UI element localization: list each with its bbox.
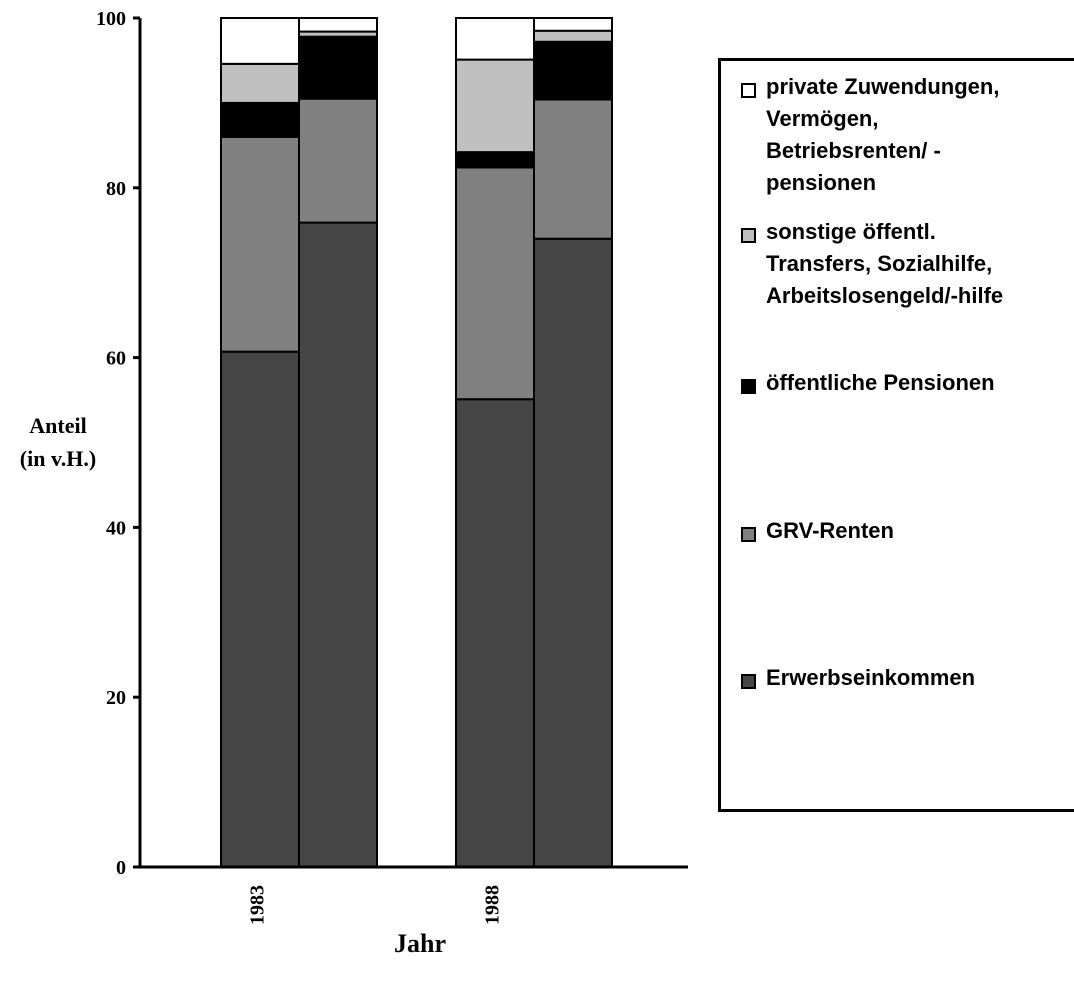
y-tick-label-60: 60: [106, 348, 126, 370]
legend-label-erwerb: Erwerbseinkommen: [766, 665, 976, 690]
legend-swatch-pensionen: [741, 379, 756, 394]
bar-segment-1983-2-s2: [298, 35, 378, 100]
bar-segment-1983-2-s1: [298, 97, 378, 224]
bar-segment-1983-1-s4: [220, 17, 300, 65]
legend: private Zuwendungen, Vermögen, Betriebsr…: [718, 58, 1074, 812]
bar-segment-1983-2-s4: [298, 17, 378, 33]
y-tick-label-100: 100: [96, 8, 126, 30]
bar-segment-1988-1-s2: [455, 151, 535, 169]
bars-group: [220, 17, 613, 869]
legend-label-pensionen: öffentliche Pensionen: [766, 370, 995, 395]
y-axis-label-line1: Anteil: [29, 413, 86, 438]
axes-group: 1983 1988 0 20 40 60 80 100: [96, 8, 688, 925]
bar-segment-1988-1-s3: [455, 58, 535, 154]
bar-segment-1983-2-s0: [298, 221, 378, 868]
y-tick-label-0: 0: [116, 857, 126, 879]
legend-swatch-erwerb: [741, 674, 756, 689]
y-tick-label-80: 80: [106, 178, 126, 200]
x-tick-label-1983: 1983: [247, 885, 269, 925]
legend-swatch-sonstige: [741, 228, 756, 243]
bar-segment-1988-2-s2: [533, 40, 613, 101]
legend-label-sonstige: sonstige öffentl. Transfers, Sozialhilfe…: [766, 219, 1004, 308]
y-tick-label-20: 20: [106, 687, 126, 709]
bar-segment-1988-1-s1: [455, 166, 535, 401]
legend-label-grv: GRV-Renten: [766, 518, 894, 543]
bar-segment-1988-2-s4: [533, 17, 613, 32]
y-axis-label-line2: (in v.H.): [20, 446, 96, 471]
bar-segment-1988-2-s3: [533, 29, 613, 43]
x-axis-label: Jahr: [394, 929, 446, 958]
bar-segment-1988-2-s0: [533, 237, 613, 869]
legend-swatch-grv: [741, 527, 756, 542]
bar-segment-1983-1-s3: [220, 62, 300, 104]
bar-segment-1983-1-s1: [220, 135, 300, 353]
x-tick-label-1988: 1988: [482, 885, 504, 925]
bar-segment-1983-1-s2: [220, 101, 300, 138]
legend-swatch-private: [741, 83, 756, 98]
y-tick-label-40: 40: [106, 517, 126, 539]
bar-segment-1988-1-s4: [455, 17, 535, 61]
bar-segment-1988-1-s0: [455, 398, 535, 868]
bar-segment-1988-2-s1: [533, 98, 613, 240]
legend-label-private: private Zuwendungen, Vermögen, Betriebsr…: [766, 74, 1000, 195]
bar-segment-1983-1-s0: [220, 350, 300, 869]
